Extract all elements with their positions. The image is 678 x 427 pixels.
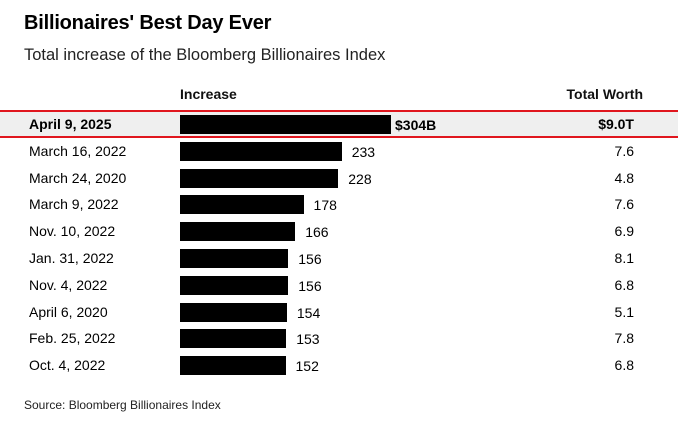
row-date-label: Jan. 31, 2022 [29, 250, 114, 266]
row-date-label: Nov. 10, 2022 [29, 223, 116, 240]
row-date-label: Oct. 4, 2022 [29, 357, 106, 374]
increase-value-label: 156 [298, 251, 322, 267]
total-worth-value: $9.0T [598, 116, 634, 132]
column-header-total-worth: Total Worth [566, 86, 643, 102]
table-row: Oct. 4, 2022 152 6.8 [0, 353, 678, 377]
total-worth-value: 7.6 [614, 142, 634, 159]
increase-bar [180, 329, 287, 349]
increase-bar [180, 302, 287, 322]
increase-bar [180, 195, 304, 215]
increase-value-label: 233 [351, 143, 376, 160]
total-worth-value: 6.9 [614, 223, 634, 240]
row-date-label: March 24, 2020 [29, 169, 127, 186]
table-row: Nov. 10, 2022 166 6.9 [0, 219, 678, 243]
row-date-label: April 6, 2020 [29, 303, 108, 320]
increase-value-label: 156 [298, 277, 322, 294]
table-row: March 16, 2022 233 7.6 [0, 139, 678, 163]
increase-bar [180, 168, 339, 188]
increase-value-label: 228 [348, 170, 372, 187]
chart-title: Billionaires' Best Day Ever [24, 12, 272, 34]
table-row: Nov. 4, 2022 156 6.8 [0, 273, 678, 297]
increase-value-label: $304B [395, 117, 437, 133]
total-worth-value: 4.8 [614, 169, 634, 186]
total-worth-value: 6.8 [614, 276, 634, 293]
source-note: Source: Bloomberg Billionaires Index [24, 398, 221, 412]
increase-value-label: 166 [305, 224, 329, 241]
increase-value-label: 178 [313, 197, 337, 214]
increase-value-label: 154 [296, 304, 321, 321]
row-date-label: Feb. 25, 2022 [29, 330, 116, 347]
chart-subtitle: Total increase of the Bloomberg Billiona… [24, 46, 386, 64]
total-worth-value: 7.8 [614, 330, 634, 347]
table-row: March 24, 2020 228 4.8 [0, 166, 678, 190]
increase-bar [180, 115, 391, 134]
total-worth-value: 5.1 [614, 303, 634, 320]
row-date-label: Nov. 4, 2022 [29, 276, 108, 293]
increase-bar [180, 141, 342, 161]
row-date-label: March 16, 2022 [29, 142, 127, 159]
increase-bar [180, 356, 286, 376]
total-worth-value: 6.8 [614, 357, 634, 374]
row-date-label: April 9, 2025 [29, 116, 112, 132]
row-date-label: March 9, 2022 [29, 196, 119, 213]
table-row: April 9, 2025 $304B $9.0T [0, 110, 678, 138]
increase-bar [180, 275, 289, 295]
column-header-increase: Increase [180, 86, 237, 102]
total-worth-value: 7.6 [614, 196, 634, 213]
increase-bar [180, 222, 296, 242]
increase-bar [180, 249, 289, 268]
total-worth-value: 8.1 [614, 250, 634, 266]
table-row: March 9, 2022 178 7.6 [0, 192, 678, 216]
table-row: Feb. 25, 2022 153 7.8 [0, 326, 678, 350]
table-row: April 6, 2020 154 5.1 [0, 300, 678, 324]
increase-value-label: 153 [296, 331, 320, 348]
increase-value-label: 152 [295, 358, 319, 375]
table-row: Jan. 31, 2022 156 8.1 [0, 246, 678, 270]
